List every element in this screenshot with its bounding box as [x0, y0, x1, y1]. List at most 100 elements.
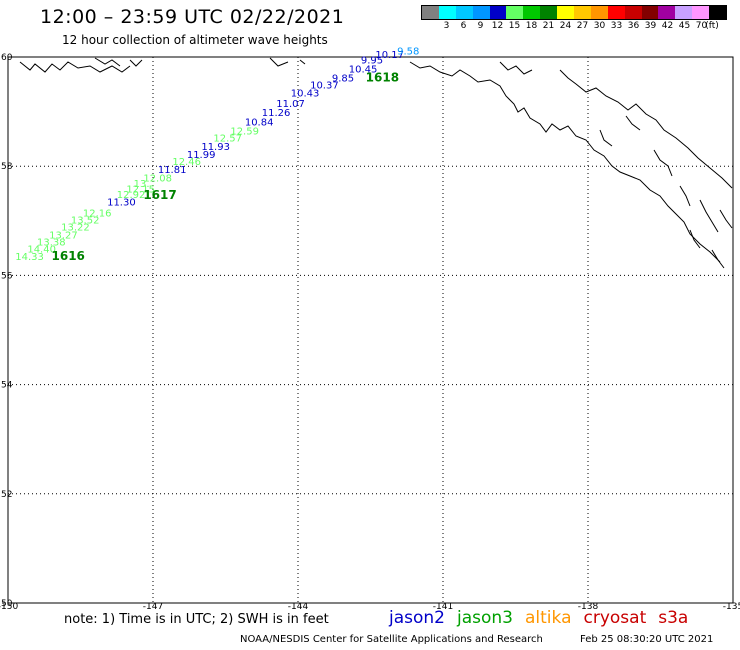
legend-swatch — [438, 6, 456, 19]
satellite-label: cryosat — [583, 608, 647, 628]
coastline-segment — [689, 229, 701, 249]
legend-swatch — [540, 6, 558, 19]
time-labels: 1616 1617 1618 — [52, 71, 400, 264]
wave-height-label: 13. — [134, 179, 150, 190]
wave-height-label: 12.59 — [230, 127, 259, 138]
coastline-segment — [719, 209, 733, 229]
satellite-legend: jason2 jason3 altika cryosat s3a — [389, 608, 700, 628]
wave-height-label: 11.26 — [262, 108, 291, 119]
wave-height-label: 11.99 — [187, 150, 216, 161]
wave-height-label: 12.15 — [126, 184, 155, 195]
wave-height-label: 11.81 — [158, 165, 187, 176]
time-label: 1618 — [366, 71, 399, 85]
wave-height-label: 12.16 — [83, 208, 112, 219]
color-legend-labels: 3 6 9 12 15 18 21 24 27 30 33 36 39 42 45 70 (ft) — [421, 21, 740, 33]
legend-label: 39 — [644, 21, 657, 31]
legend-swatch — [506, 6, 524, 19]
lat-tick-label: 56 — [1, 271, 13, 281]
legend-label: 3 — [443, 21, 450, 31]
lon-tick-label: -141 — [433, 602, 453, 612]
axis-ticks: -150 -147 -144 -141 -138 -135 60 58 56 54 52 50 — [0, 53, 740, 612]
wave-height-label: 10.37 — [310, 81, 339, 92]
legend-swatch — [574, 6, 591, 19]
coastline-segment — [94, 57, 121, 67]
legend-label: 45 — [678, 21, 691, 31]
legend-unit: (ft) — [705, 21, 719, 31]
legend-swatch — [624, 6, 642, 19]
legend-swatch — [607, 6, 625, 19]
legend-label: 30 — [593, 21, 606, 31]
wave-height-label: 12.92 — [117, 190, 146, 201]
coastline-segment — [409, 61, 721, 263]
legend-swatch — [489, 6, 507, 19]
wave-height-label: 14.33 — [15, 252, 44, 263]
map-frame — [7, 56, 734, 604]
legend-label: 24 — [559, 21, 572, 31]
legend-label: 15 — [508, 21, 521, 31]
coastline-segment — [711, 249, 725, 269]
legend-swatch — [557, 6, 575, 19]
coastline-segment — [19, 61, 131, 73]
legend-label: 70 — [695, 21, 708, 31]
wave-height-label: 13.27 — [49, 230, 78, 241]
legend-swatch — [675, 6, 693, 19]
wave-height-label: 12.08 — [143, 173, 172, 184]
satellite-label: altika — [525, 608, 572, 628]
credit-text: NOAA/NESDIS Center for Satellite Applica… — [240, 634, 543, 645]
legend-swatch — [692, 6, 710, 19]
wave-height-label: 11.30 — [107, 198, 136, 209]
coastline-segment — [699, 199, 719, 233]
coastline-segment — [625, 115, 641, 131]
legend-swatch — [641, 6, 659, 19]
wave-height-label: 12.46 — [172, 157, 201, 168]
wave-height-label: 10.43 — [291, 88, 320, 99]
color-legend — [421, 5, 727, 20]
wave-height-label: 14.40 — [27, 244, 56, 255]
satellite-label: jason3 — [457, 608, 513, 628]
wave-height-label: 13.22 — [61, 223, 90, 234]
legend-swatch — [658, 6, 676, 19]
wave-height-label: 12.57 — [213, 134, 242, 145]
lat-tick-label: 50 — [1, 599, 13, 609]
coastline-segment — [269, 57, 289, 67]
legend-label: 27 — [576, 21, 589, 31]
satellite-label: jason2 — [389, 608, 445, 628]
legend-label: 33 — [610, 21, 623, 31]
lon-tick-label: -135 — [723, 602, 740, 612]
wave-height-label: 11.07 — [276, 99, 305, 110]
legend-label: 21 — [542, 21, 555, 31]
coastline — [19, 57, 733, 269]
lon-tick-label: -150 — [0, 602, 18, 612]
legend-label: 9 — [477, 21, 484, 31]
page-subtitle: 12 hour collection of altimeter wave hei… — [62, 33, 328, 47]
lon-tick-label: -144 — [288, 602, 309, 612]
legend-swatch — [455, 6, 473, 19]
legend-swatch — [422, 6, 439, 19]
lat-tick-label: 52 — [1, 490, 12, 500]
wave-height-label: 13.52 — [71, 216, 100, 227]
wave-height-label: 9.85 — [332, 74, 354, 85]
wave-height-label: 9.95 — [361, 56, 383, 67]
wave-height-label: 11.93 — [201, 142, 230, 153]
lon-tick-label: -138 — [578, 602, 599, 612]
coastline-segment — [679, 185, 691, 207]
coastline-segment — [599, 129, 613, 147]
coastline-segment — [299, 59, 306, 65]
satellite-label: s3a — [658, 608, 689, 628]
coastline-segment — [653, 149, 673, 177]
wave-height-label: 9.58 — [397, 46, 419, 57]
legend-swatch — [523, 6, 541, 19]
wave-height-label: 10.84 — [245, 117, 274, 128]
coastline-segment — [559, 69, 733, 189]
legend-label: 18 — [525, 21, 538, 31]
footer-note: note: 1) Time is in UTC; 2) SWH is in fe… — [64, 612, 329, 627]
lat-tick-label: 60 — [1, 53, 13, 63]
lon-tick-label: -147 — [143, 602, 163, 612]
wave-height-label: 13.38 — [37, 237, 66, 248]
legend-label: 42 — [661, 21, 674, 31]
page-title: 12:00 – 23:59 UTC 02/22/2021 — [40, 6, 345, 28]
time-label: 1616 — [52, 249, 85, 263]
legend-swatch — [472, 6, 490, 19]
wave-observations: 14.3314.4013.3813.2713.2213.5212.1611.30… — [15, 46, 419, 263]
